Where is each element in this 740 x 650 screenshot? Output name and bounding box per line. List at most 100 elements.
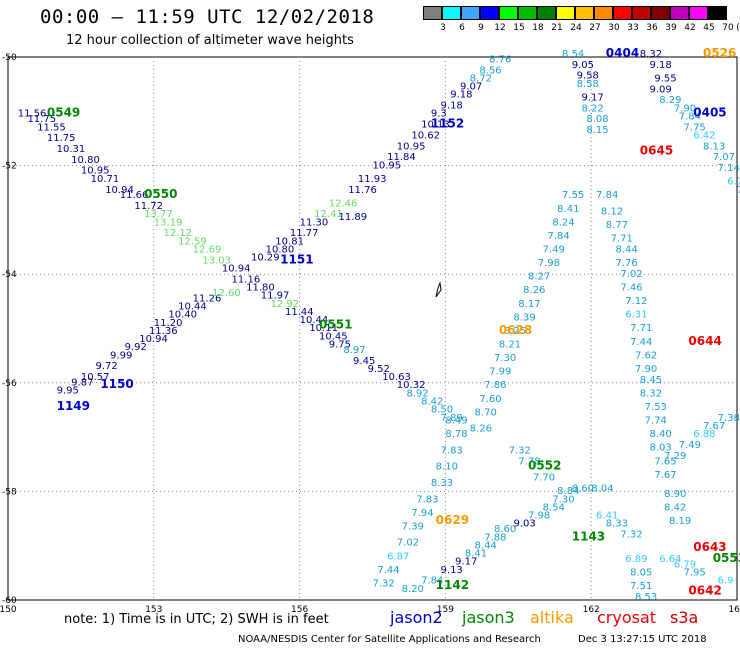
wave-height-reading: 9.87 xyxy=(71,378,93,389)
latitude-tick-label: -56 xyxy=(2,379,17,389)
wave-height-reading: 9.18 xyxy=(450,90,472,101)
wave-height-reading: 7.86 xyxy=(484,380,506,391)
wave-height-reading: 7.38 xyxy=(718,413,740,424)
colorbar-label: 27 xyxy=(589,23,601,33)
wave-height-reading: 8.21 xyxy=(499,340,521,351)
wave-height-reading: 7.32 xyxy=(373,578,395,589)
credit-line: NOAA/NESDIS Center for Satellite Applica… xyxy=(238,634,541,645)
wave-height-reading: 8.24 xyxy=(552,217,574,228)
wave-height-reading: 11.75 xyxy=(27,114,56,125)
wave-height-reading: 7.02 xyxy=(397,538,419,549)
wave-height-reading: 8.97 xyxy=(343,345,365,356)
wave-height-reading: 8.90 xyxy=(664,489,686,500)
wave-height-reading: 7.75 xyxy=(684,122,706,133)
wave-height-reading: 8.42 xyxy=(664,502,686,513)
wave-height-reading: 7.14 xyxy=(718,163,740,174)
track-label: 0552 xyxy=(528,459,561,473)
track-label: 0645 xyxy=(640,144,673,158)
colorbar-swatch xyxy=(423,6,442,20)
wave-height-reading: 6.64 xyxy=(659,554,681,565)
colorbar-label: 18 xyxy=(532,23,544,33)
track-label: 0553 xyxy=(713,551,740,565)
wave-height-reading: 8.26 xyxy=(523,285,545,296)
wave-height-reading: 10.95 xyxy=(397,141,426,152)
track-label: 0405 xyxy=(693,106,726,120)
colorbar-swatch xyxy=(632,6,651,20)
wave-height-reading: 11.56 xyxy=(18,109,47,120)
track-label: 1142 xyxy=(436,578,469,592)
colorbar-label: 36 xyxy=(646,23,658,33)
wave-height-reading: 11.66 xyxy=(120,190,149,201)
wave-height-reading: 8.41 xyxy=(557,204,579,215)
wave-height-reading: 10.62 xyxy=(411,130,440,141)
wave-height-reading: 8.05 xyxy=(630,568,652,579)
latitude-tick-label: -52 xyxy=(2,162,17,172)
colorbar-label: 6 xyxy=(459,23,465,33)
wave-height-reading: 7.62 xyxy=(635,350,657,361)
page-title: 00:00 – 11:59 UTC 12/02/2018 xyxy=(40,6,375,28)
wave-height-reading: 8.04 xyxy=(591,483,613,494)
wave-height-reading: 7.95 xyxy=(684,568,706,579)
wave-height-reading: 8.58 xyxy=(577,79,599,90)
wave-height-reading: 8.15 xyxy=(586,125,608,136)
wave-height-reading: 12.69 xyxy=(193,244,222,255)
track-label: 1149 xyxy=(57,399,90,413)
legend-s3a: s3a xyxy=(670,608,699,627)
wave-height-reading: 7.32 xyxy=(509,445,531,456)
wave-height-reading: 10.95 xyxy=(373,160,402,171)
wave-height-reading: 11.75 xyxy=(47,133,76,144)
wave-height-reading: 8.27 xyxy=(528,272,550,283)
wave-height-reading: 6.88 xyxy=(693,429,715,440)
wave-height-reading: 7.46 xyxy=(620,282,642,293)
wave-height-reading: 11.77 xyxy=(290,228,319,239)
wave-height-reading: 7.49 xyxy=(679,440,701,451)
wave-height-reading: 7.84 xyxy=(596,190,618,201)
island-outline xyxy=(435,281,442,298)
wave-height-reading: 7.30 xyxy=(552,494,574,505)
wave-height-reading: 7.90 xyxy=(635,364,657,375)
wave-height-reading: 7.98 xyxy=(528,511,550,522)
longitude-tick-label: 165 xyxy=(728,605,740,615)
wave-height-reading: 7.84 xyxy=(421,576,443,587)
wave-height-reading: 8.44 xyxy=(616,244,638,255)
wave-height-reading: 8.92 xyxy=(407,388,429,399)
wave-height-reading: 9.18 xyxy=(650,60,672,71)
legend-jason3: jason3 xyxy=(462,608,515,627)
wave-height-reading: 11.93 xyxy=(358,174,387,185)
wave-height-reading: 9.52 xyxy=(368,364,390,375)
wave-height-reading: 9.17 xyxy=(581,92,603,103)
wave-height-reading: 7.30 xyxy=(494,353,516,364)
wave-height-reading: 11.80 xyxy=(246,282,275,293)
wave-height-reading: 7.78 xyxy=(518,456,540,467)
colorbar-swatch xyxy=(537,6,556,20)
wave-height-reading: 7.76 xyxy=(616,258,638,269)
wave-height-reading: 7.99 xyxy=(489,367,511,378)
track-label: 0628 xyxy=(499,323,532,337)
wave-height-reading: 7.07 xyxy=(737,185,740,196)
colorbar-label: 3 xyxy=(440,23,446,33)
wave-height-reading: 12.46 xyxy=(329,198,358,209)
colorbar-label: 70 xyxy=(722,23,734,33)
generated-timestamp: Dec 3 13:27:15 UTC 2018 xyxy=(578,634,707,645)
latitude-tick-label: -54 xyxy=(2,270,17,280)
wave-height-reading: 9.17 xyxy=(455,557,477,568)
wave-height-reading: 8.33 xyxy=(606,519,628,530)
wave-height-reading: 12.59 xyxy=(178,236,207,247)
wave-height-reading: 7.98 xyxy=(538,258,560,269)
wave-height-reading: 8.78 xyxy=(445,429,467,440)
wave-height-reading: 10.94 xyxy=(139,334,168,345)
wave-height-reading: 8.54 xyxy=(562,49,584,60)
wave-height-reading: 8.60 xyxy=(572,483,594,494)
wave-height-reading: 8.22 xyxy=(581,103,603,114)
wave-height-reading: 10.80 xyxy=(71,155,100,166)
wave-height-reading: 11.84 xyxy=(387,152,416,163)
track-label: 0643 xyxy=(693,540,726,554)
legend-cryosat: cryosat xyxy=(597,608,657,627)
colorbar-swatch xyxy=(556,6,575,20)
colorbar-swatch xyxy=(651,6,670,20)
map-frame xyxy=(7,56,738,601)
wave-height-reading: 8.72 xyxy=(470,73,492,84)
track-label: 0550 xyxy=(144,187,177,201)
wave-height-reading: 10.94 xyxy=(222,263,251,274)
